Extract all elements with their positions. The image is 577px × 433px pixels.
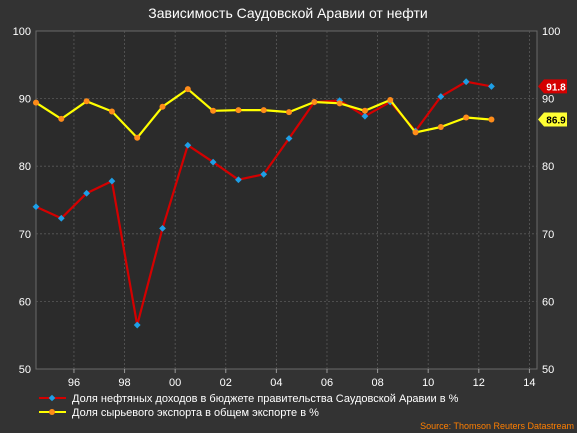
series-1-point (32, 203, 40, 211)
series-2-point (311, 98, 318, 105)
y-tick-label-left: 100 (13, 26, 31, 38)
tag-background (538, 112, 567, 127)
y-tick-label-left: 70 (19, 229, 31, 241)
series-1-point (285, 135, 293, 142)
series-2-point (286, 109, 293, 116)
y-tick-label-left: 50 (19, 364, 31, 376)
legend: Доля нефтяных доходов в бюджете правител… (39, 393, 459, 419)
series-1-point (83, 189, 91, 197)
y-tick-label-right: 100 (542, 26, 560, 38)
series-2-point (108, 108, 115, 115)
y-tick-label-left: 90 (19, 94, 31, 106)
x-tick-label: 04 (270, 377, 282, 389)
series-1-point (209, 158, 217, 166)
x-tick-label: 02 (220, 377, 232, 389)
series-1-point (488, 83, 495, 90)
legend-label: Доля нефтяных доходов в бюджете правител… (72, 393, 459, 405)
series-1-point (462, 78, 470, 86)
series-2-point (235, 107, 242, 114)
x-tick-label: 96 (68, 377, 80, 389)
tag-label: 86.9 (546, 116, 566, 127)
y-tick-label-left: 80 (19, 161, 31, 173)
y-axis-ticks: 50 50 60 60 70 70 80 80 90 90 100 100 (13, 26, 561, 376)
legend-entry-1: Доля нефтяных доходов в бюджете правител… (39, 393, 459, 405)
series-2-point (134, 134, 141, 141)
y-tick-label-right: 50 (542, 364, 554, 376)
series-2-point (260, 107, 267, 114)
y-tick-label-right: 90 (542, 94, 554, 106)
x-tick-label: 00 (169, 377, 181, 389)
x-axis-ticks: 96 98 00 02 04 06 08 10 12 14 (68, 369, 536, 389)
series-2-point (184, 86, 191, 93)
series-2-point (210, 107, 217, 114)
series-2 (33, 86, 495, 141)
y-tick-label-left: 60 (19, 296, 31, 308)
series-2-last-value-tag: 86.9 (538, 112, 567, 127)
series-1-point (133, 321, 141, 329)
series-1-point (108, 177, 116, 185)
legend-swatch-marker (48, 394, 56, 402)
source-note: Source: Thomson Reuters Datastream (420, 421, 574, 431)
y-tick-label-right: 70 (542, 229, 554, 241)
grid-lines (36, 31, 537, 369)
series-2-point (361, 107, 368, 114)
series-1-point (361, 112, 369, 120)
series-1-last-value-tag: 91.8 (538, 79, 567, 94)
series-1-point (260, 170, 268, 178)
x-tick-label: 12 (473, 377, 485, 389)
legend-swatch-marker (49, 409, 55, 415)
series-2-point (463, 114, 470, 121)
tag-background (538, 79, 567, 94)
tag-label: 91.8 (546, 82, 566, 93)
series-1-point (159, 224, 166, 232)
series-layer (32, 78, 495, 329)
y-tick-label-right: 60 (542, 296, 554, 308)
series-2-point (336, 100, 343, 107)
series-1-point (437, 93, 445, 100)
x-tick-label: 06 (321, 377, 333, 389)
series-2-point (159, 103, 166, 110)
chart-title: Зависимость Саудовской Аравии от нефти (148, 5, 427, 21)
series-2-point (58, 115, 65, 122)
series-2-point (387, 96, 394, 103)
x-tick-label: 08 (371, 377, 383, 389)
x-tick-label: 98 (118, 377, 130, 389)
x-tick-label: 10 (422, 377, 434, 389)
series-2-point (437, 123, 444, 130)
plot-area (35, 30, 538, 370)
legend-entry-2: Доля сырьевого экспорта в общем экспорте… (39, 407, 319, 419)
series-2-point (412, 129, 419, 136)
legend-label: Доля сырьевого экспорта в общем экспорте… (72, 407, 319, 419)
series-1-point (184, 141, 192, 149)
series-2-point (33, 99, 39, 106)
last-value-tags: 91.8 86.9 (538, 79, 567, 127)
y-tick-label-right: 80 (542, 161, 554, 173)
series-2-point (83, 98, 90, 105)
x-tick-label: 14 (523, 377, 535, 389)
series-2-point (488, 116, 495, 123)
series-1-point (57, 214, 65, 222)
series-1-point (235, 176, 242, 184)
